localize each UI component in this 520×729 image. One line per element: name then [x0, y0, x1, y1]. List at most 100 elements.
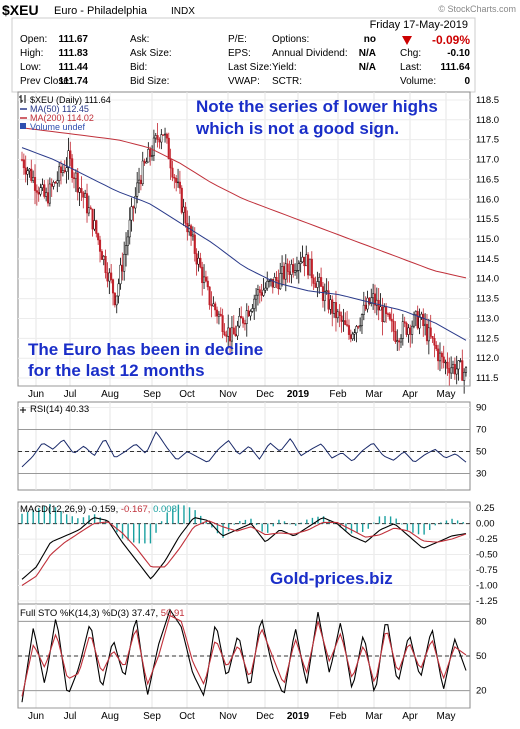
y-tick-label: 113.0	[476, 313, 499, 324]
quote-value: -0.10	[447, 48, 470, 59]
candle-body	[212, 303, 215, 307]
candle-body	[314, 283, 317, 288]
candle-body	[217, 313, 220, 317]
candle-body	[216, 309, 219, 317]
candle-body	[459, 360, 462, 362]
candle-body	[299, 261, 302, 264]
candle-body	[130, 206, 133, 221]
price-legend-label: MA(50) 112.45	[30, 104, 89, 114]
candle-body	[448, 368, 451, 374]
candle-body	[398, 340, 401, 343]
candle-body	[95, 220, 98, 234]
panel-frame	[17, 401, 471, 491]
candle-body	[399, 338, 403, 343]
quote-date: Friday 17-May-2019	[370, 19, 468, 31]
candle-body	[381, 306, 384, 322]
candle-body	[154, 135, 157, 139]
candle-body	[150, 155, 154, 157]
candle-body	[195, 253, 198, 265]
candle-body	[141, 160, 144, 185]
candle-body	[297, 263, 300, 271]
candle-body	[362, 304, 365, 315]
candle-body	[312, 277, 315, 284]
candle-body	[320, 277, 323, 287]
candle-body	[227, 327, 230, 337]
volume-legend-icon	[20, 123, 26, 129]
candle-body	[67, 150, 70, 169]
candle-body	[310, 258, 313, 279]
candle-body	[344, 320, 347, 325]
quote-table: Open: 111.67 Ask: P/E: Options: no High: 111.83…	[20, 34, 470, 87]
candle-body	[69, 150, 72, 159]
price-legend-label: $XEU (Daily) 111.64	[30, 95, 111, 105]
candle-body	[97, 233, 100, 241]
candle-body	[334, 302, 338, 319]
x-tick-label: Sep	[143, 389, 161, 400]
candle-body	[422, 313, 425, 327]
candle-body	[98, 239, 102, 252]
quote-label: Chg:	[400, 48, 421, 59]
candle-body	[349, 334, 352, 340]
candle-body	[223, 331, 226, 336]
quote-label: Low:	[20, 62, 41, 73]
ma200-line	[21, 127, 467, 279]
candle-body	[232, 327, 235, 335]
candle-body	[457, 360, 460, 370]
y-tick-label: 30	[476, 469, 487, 480]
candle-body	[403, 321, 406, 324]
candle-body	[204, 276, 207, 282]
x-tick-label: 2019	[287, 711, 310, 722]
candle-body	[418, 317, 421, 329]
candle-body	[386, 313, 390, 315]
quote-value: 111.64	[441, 62, 471, 73]
x-tick-label: Aug	[101, 711, 119, 722]
y-tick-label: 116.5	[476, 174, 499, 185]
candle-body	[126, 236, 129, 246]
x-tick-label: Dec	[256, 711, 274, 722]
y-tick-label: 90	[476, 403, 487, 414]
candle-body	[388, 313, 391, 320]
candle-body	[281, 266, 284, 274]
candle-body	[416, 311, 419, 329]
candle-body	[156, 135, 159, 140]
y-tick-label: 116.0	[476, 194, 499, 205]
candle-body	[336, 311, 339, 319]
percent-change: -0.09%	[432, 33, 470, 47]
candle-body	[74, 172, 77, 179]
candle-body	[52, 182, 55, 187]
candle-body	[41, 184, 44, 188]
candle-body	[111, 279, 115, 294]
rsi-panel: 90 70 50 30 RSI(14) 40.33	[17, 401, 487, 491]
candle-body	[76, 172, 79, 193]
candle-body	[61, 170, 64, 174]
candle-body	[123, 253, 126, 272]
candle-body	[258, 289, 261, 293]
candle-body	[444, 361, 447, 364]
candle-body	[175, 177, 178, 183]
candle-body	[288, 271, 291, 275]
quote-label: Options:	[272, 34, 309, 45]
candle-body	[45, 192, 48, 197]
candle-body	[229, 327, 232, 342]
candle-body	[134, 196, 137, 209]
y-tick-label: 112.5	[476, 333, 499, 344]
candle-body	[113, 292, 116, 306]
candle-body	[210, 304, 213, 307]
y-tick-label: 118.5	[476, 95, 499, 106]
y-tick-label: -1.25	[476, 596, 498, 607]
candle-body	[405, 322, 408, 335]
quote-value: 111.74	[59, 76, 89, 87]
candle-body	[132, 206, 135, 209]
candle-body	[100, 251, 103, 260]
down-triangle-icon	[402, 36, 412, 45]
candle-body	[26, 170, 29, 175]
candle-body	[80, 188, 83, 194]
candle-body	[437, 348, 440, 362]
y-tick-label: -0.50	[476, 550, 498, 561]
candle-body	[245, 310, 248, 324]
candle-body	[169, 158, 172, 169]
rsi-legend-icon	[20, 407, 26, 413]
x-tick-label: Jul	[64, 711, 77, 722]
candle-body	[152, 137, 155, 156]
y-tick-label: 115.5	[476, 214, 499, 225]
